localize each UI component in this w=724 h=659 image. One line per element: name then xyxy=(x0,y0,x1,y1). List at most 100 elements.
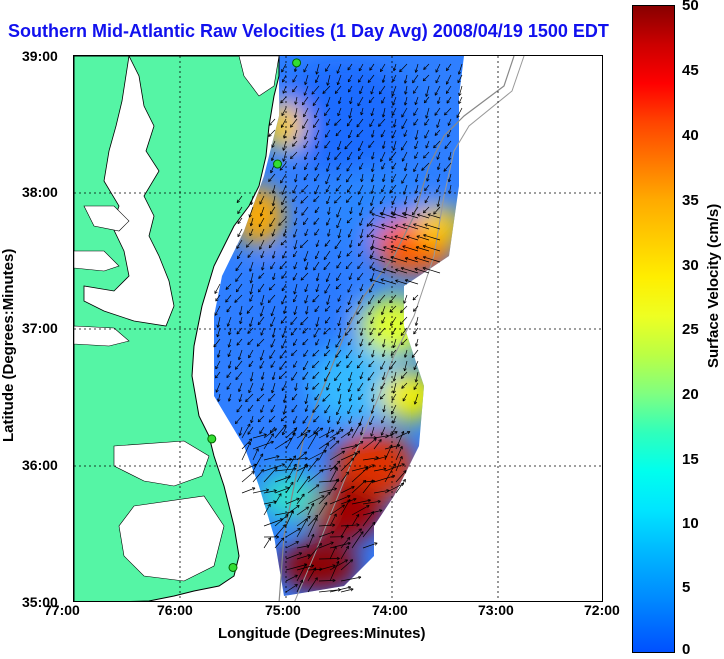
velocity-vector xyxy=(349,393,353,402)
velocity-vector xyxy=(351,505,370,516)
velocity-vector xyxy=(259,360,265,369)
velocity-vector xyxy=(304,151,309,160)
vector-arrowhead xyxy=(304,81,306,85)
vector-arrowhead xyxy=(323,268,327,271)
velocity-vector xyxy=(296,463,308,483)
vector-arrowhead xyxy=(412,213,416,216)
velocity-vector xyxy=(296,451,307,461)
vector-arrowhead xyxy=(371,134,375,138)
vector-arrowhead xyxy=(369,290,373,293)
x-tick-label: 74:00 xyxy=(372,602,408,618)
vector-arrowhead xyxy=(303,354,307,357)
vector-arrowhead xyxy=(271,390,273,394)
vector-arrowhead xyxy=(249,269,253,272)
vector-arrowhead xyxy=(394,225,398,228)
vector-arrowhead xyxy=(389,310,393,313)
velocity-vector xyxy=(296,493,305,505)
velocity-vector xyxy=(283,393,287,403)
vector-arrowhead xyxy=(360,531,364,534)
velocity-vector xyxy=(314,129,320,141)
velocity-vector xyxy=(246,305,254,314)
vector-arrowhead xyxy=(337,440,340,444)
vector-arrowhead xyxy=(446,101,450,104)
vector-arrowhead xyxy=(248,365,252,368)
velocity-vector xyxy=(249,206,254,218)
velocity-vector xyxy=(384,483,405,494)
velocity-vector xyxy=(304,74,309,85)
velocity-vector xyxy=(381,162,386,170)
vector-arrowhead xyxy=(389,309,392,313)
velocity-vector xyxy=(399,63,408,73)
velocity-vector xyxy=(215,382,221,393)
vector-arrowhead xyxy=(269,124,273,126)
velocity-vector xyxy=(258,272,265,279)
vector-arrowhead xyxy=(259,213,262,217)
velocity-vector xyxy=(324,305,331,312)
colorbar-tick: 45 xyxy=(682,62,699,79)
vector-arrowhead xyxy=(381,312,385,316)
vector-arrowhead xyxy=(423,155,425,159)
vector-arrowhead xyxy=(336,412,340,416)
velocity-vector xyxy=(340,429,354,439)
vector-arrowhead xyxy=(402,212,406,214)
vector-arrowhead xyxy=(271,233,273,237)
vector-arrowhead xyxy=(313,419,315,423)
vector-arrowhead xyxy=(307,506,310,510)
vector-arrowhead xyxy=(399,323,404,325)
velocity-vector xyxy=(239,305,243,316)
vector-arrowhead xyxy=(217,399,221,402)
vector-arrowhead xyxy=(336,460,341,463)
vector-arrowhead xyxy=(446,82,450,85)
velocity-vector xyxy=(349,96,353,104)
vector-arrowhead xyxy=(413,123,417,126)
vector-arrowhead xyxy=(304,258,307,262)
vector-arrowhead xyxy=(268,301,272,304)
vector-arrowhead xyxy=(390,245,394,247)
velocity-vector xyxy=(383,404,386,413)
velocity-vector xyxy=(357,184,364,195)
vector-arrowhead xyxy=(259,431,263,435)
vector-arrowhead xyxy=(294,115,298,119)
velocity-vector xyxy=(435,74,441,84)
vector-arrowhead xyxy=(268,399,272,402)
vector-arrowhead xyxy=(382,80,386,83)
x-axis-label: Longitude (Degrees:Minutes) xyxy=(218,625,426,642)
velocity-vector xyxy=(356,118,364,128)
velocity-vector xyxy=(274,537,285,549)
velocity-vector xyxy=(400,305,408,313)
vector-arrowhead xyxy=(307,553,311,556)
velocity-vector xyxy=(257,316,265,326)
vector-arrowhead xyxy=(227,398,230,402)
vector-arrowhead xyxy=(415,191,419,194)
velocity-vector xyxy=(326,195,331,205)
vector-arrowhead xyxy=(447,135,451,138)
vector-arrowhead xyxy=(312,409,314,413)
vector-arrowhead xyxy=(337,100,340,104)
vector-arrowhead xyxy=(436,203,439,207)
velocity-vector xyxy=(305,404,309,412)
vector-arrowhead xyxy=(268,133,270,137)
velocity-vector xyxy=(381,415,386,424)
velocity-vector xyxy=(421,162,430,171)
vector-arrowhead xyxy=(392,378,395,382)
vector-arrowhead xyxy=(348,537,351,541)
vector-arrowhead xyxy=(357,366,361,369)
vector-arrowhead xyxy=(424,189,428,192)
vector-arrowhead xyxy=(394,235,398,239)
velocity-vector xyxy=(228,327,232,336)
vector-arrowhead xyxy=(337,82,340,86)
vector-arrowhead xyxy=(371,191,374,194)
velocity-vector xyxy=(351,499,371,505)
vector-arrowhead xyxy=(433,144,435,148)
velocity-vector xyxy=(360,327,364,336)
velocity-vector xyxy=(358,151,364,160)
vector-arrowhead xyxy=(327,233,331,237)
vector-arrowhead xyxy=(304,458,308,461)
vector-arrowhead xyxy=(331,531,335,535)
vector-arrowhead xyxy=(389,301,393,304)
velocity-vector xyxy=(400,267,419,274)
velocity-vector xyxy=(314,305,320,313)
velocity-vector xyxy=(282,85,287,94)
vector-arrowhead xyxy=(359,432,362,436)
velocity-vector xyxy=(293,294,298,303)
